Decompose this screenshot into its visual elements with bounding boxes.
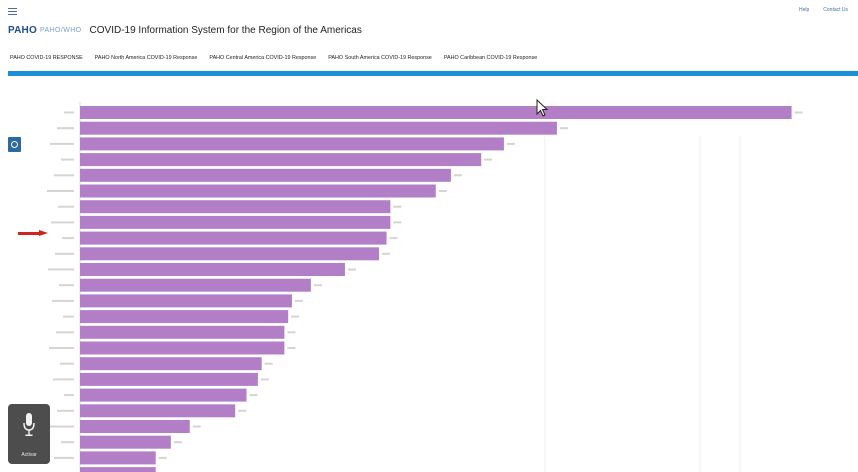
value-label <box>506 142 515 145</box>
tab-caribbean[interactable]: PAHO Caribbean COVID-19 Response <box>443 55 538 61</box>
category-label <box>52 299 74 302</box>
category-label <box>62 237 74 240</box>
value-label <box>347 268 356 271</box>
value-label <box>389 237 398 240</box>
category-label <box>63 315 74 318</box>
red-arrow-annotation <box>18 230 48 237</box>
tab-paho-response[interactable]: PAHO COVID-19 RESPONSE <box>10 55 83 61</box>
category-label <box>53 378 74 381</box>
chart-bar[interactable] <box>80 106 792 119</box>
category-label <box>50 425 74 428</box>
search-icon[interactable] <box>8 137 21 152</box>
category-label <box>64 111 74 114</box>
tab-bar: PAHO COVID-19 RESPONSE PAHO North Americ… <box>10 55 537 61</box>
category-label <box>50 142 74 145</box>
category-label <box>57 127 74 130</box>
chart-bar[interactable] <box>80 184 436 198</box>
value-label <box>238 409 247 412</box>
value-label <box>294 299 303 302</box>
bar-chart <box>47 102 803 472</box>
value-label <box>453 174 462 177</box>
arrow-head <box>39 230 48 236</box>
voice-widget-label: Activar <box>21 452 37 458</box>
chart-bar[interactable] <box>80 121 557 135</box>
value-label <box>249 394 258 397</box>
chart-bar[interactable] <box>80 404 236 418</box>
app-header: PAHO PAHO/WHO COVID-19 Information Syste… <box>8 22 362 38</box>
page-title: COVID-19 Information System for the Regi… <box>89 24 362 36</box>
category-label <box>61 441 74 444</box>
tab-south-america[interactable]: PAHO South America COVID-19 Response <box>328 55 432 61</box>
category-label <box>54 456 74 459</box>
category-label <box>57 409 74 412</box>
microphone-icon <box>23 413 35 436</box>
paho-logo[interactable]: PAHO <box>8 24 37 36</box>
tab-north-america[interactable]: PAHO North America COVID-19 Response <box>94 55 198 61</box>
mouse-cursor-icon <box>536 99 549 117</box>
category-label <box>55 252 74 255</box>
category-label <box>56 331 74 334</box>
category-label <box>60 362 74 365</box>
value-label <box>393 221 402 224</box>
section-header-bar <box>8 71 858 76</box>
category-label <box>64 394 74 397</box>
chart-bar[interactable] <box>80 357 262 371</box>
value-label <box>382 252 391 255</box>
value-label <box>260 378 269 381</box>
chart-panel <box>0 76 858 472</box>
contact-link[interactable]: Contact Us <box>823 7 848 13</box>
chart-bar[interactable] <box>80 451 156 465</box>
chart-bar[interactable] <box>80 200 391 214</box>
value-label <box>438 190 447 192</box>
chart-bar[interactable] <box>80 372 258 386</box>
category-label <box>51 221 74 224</box>
value-label <box>287 331 296 334</box>
chart-bar[interactable] <box>80 137 504 151</box>
chart-bar[interactable] <box>80 278 311 292</box>
category-label <box>58 205 74 208</box>
value-label <box>559 127 568 130</box>
paho-logo-sub: PAHO/WHO <box>39 26 82 34</box>
chart-bar[interactable] <box>80 341 285 355</box>
chart-bar[interactable] <box>80 215 391 229</box>
chart-bar[interactable] <box>80 325 285 339</box>
category-label <box>47 190 74 192</box>
value-label <box>192 425 201 428</box>
chart-bar[interactable] <box>80 435 171 449</box>
value-label <box>173 441 182 444</box>
value-label <box>291 315 300 318</box>
chart-bar[interactable] <box>80 153 482 167</box>
value-label <box>287 347 296 349</box>
chart-bar[interactable] <box>80 467 156 472</box>
value-label <box>264 362 273 365</box>
value-label <box>393 205 402 208</box>
value-label <box>794 111 803 114</box>
value-label <box>484 158 493 161</box>
category-label <box>61 158 74 161</box>
category-label <box>49 347 74 349</box>
arrow-shaft <box>18 232 40 235</box>
voice-widget[interactable]: Activar <box>8 404 50 464</box>
chart-bar[interactable] <box>80 231 387 245</box>
chart-bar[interactable] <box>80 247 380 261</box>
category-label <box>59 284 74 287</box>
category-label <box>54 174 74 177</box>
chart-bar[interactable] <box>80 388 247 402</box>
chart-bar[interactable] <box>80 420 190 433</box>
chart-bar[interactable] <box>80 263 345 276</box>
chart-bar[interactable] <box>80 294 292 308</box>
menu-icon[interactable] <box>8 8 17 15</box>
chart-bar[interactable] <box>80 168 451 182</box>
chart-bar[interactable] <box>80 310 289 324</box>
value-label <box>158 456 167 459</box>
top-links: Help Contact Us <box>799 7 848 13</box>
value-label <box>313 284 322 287</box>
category-label <box>48 268 74 271</box>
help-link[interactable]: Help <box>798 7 810 13</box>
tab-central-america[interactable]: PAHO Central America COVID-19 Response <box>209 55 317 61</box>
